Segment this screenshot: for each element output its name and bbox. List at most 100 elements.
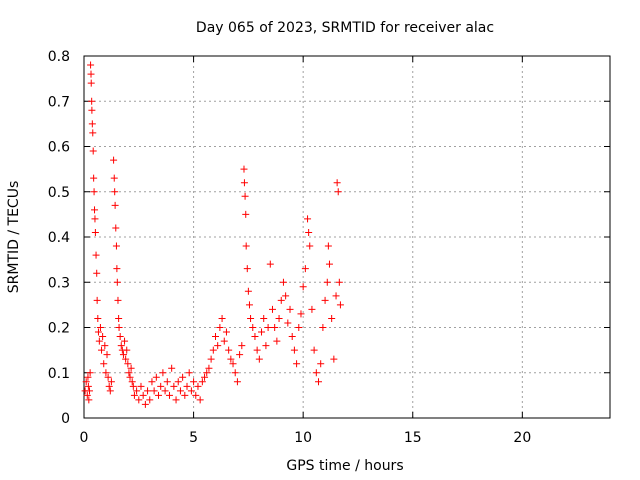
data-point	[148, 378, 156, 386]
data-point	[328, 314, 336, 322]
data-point	[253, 346, 261, 354]
data-point	[91, 206, 99, 214]
data-point	[312, 369, 320, 377]
data-point	[111, 188, 119, 196]
data-point	[260, 314, 268, 322]
data-point	[146, 396, 154, 404]
data-point	[321, 296, 329, 304]
data-point	[225, 346, 233, 354]
data-point	[240, 179, 248, 187]
data-point	[88, 106, 96, 114]
data-point	[88, 97, 96, 105]
data-point	[104, 373, 112, 381]
data-point	[196, 396, 204, 404]
data-point	[183, 382, 191, 390]
data-point	[93, 269, 101, 277]
data-point	[268, 305, 276, 313]
data-point	[290, 346, 298, 354]
data-point	[262, 342, 270, 350]
x-tick-label: 20	[513, 430, 531, 446]
data-point	[107, 378, 115, 386]
data-point	[244, 287, 252, 295]
data-point	[295, 324, 303, 331]
data-point	[324, 242, 332, 250]
data-point	[96, 324, 104, 331]
data-point	[119, 351, 127, 359]
data-point	[106, 387, 114, 395]
data-point	[319, 324, 327, 331]
data-point	[207, 355, 215, 363]
data-point	[216, 324, 224, 331]
data-point	[299, 283, 307, 291]
data-point	[249, 324, 257, 331]
data-point	[84, 382, 92, 390]
data-point	[229, 360, 237, 368]
data-point	[306, 242, 314, 250]
data-point	[115, 324, 123, 331]
data-point	[242, 242, 250, 250]
data-point	[236, 351, 244, 359]
x-tick-label: 10	[294, 430, 312, 446]
data-point	[255, 355, 263, 363]
data-point	[176, 387, 184, 395]
data-point	[116, 333, 124, 341]
data-point	[101, 342, 109, 350]
data-point	[163, 378, 171, 386]
data-point	[87, 61, 95, 69]
data-point	[89, 147, 97, 155]
y-tick-label: 0.2	[48, 321, 70, 337]
data-point	[87, 70, 95, 78]
data-point	[141, 400, 149, 408]
data-point	[94, 328, 102, 336]
data-point	[279, 278, 287, 286]
plot-frame	[83, 55, 611, 419]
data-point	[218, 314, 226, 322]
data-point	[157, 382, 165, 390]
data-point	[317, 360, 325, 368]
y-axis-label: SRMTID / TECUs	[6, 181, 22, 294]
data-point	[174, 378, 182, 386]
data-point	[165, 391, 173, 399]
data-point	[333, 179, 341, 187]
data-point	[247, 314, 255, 322]
data-point	[122, 355, 130, 363]
data-point	[95, 337, 103, 345]
data-point	[93, 296, 101, 304]
data-point	[187, 387, 195, 395]
data-point	[301, 265, 309, 273]
data-point	[179, 373, 187, 381]
data-point	[212, 333, 219, 341]
data-point	[124, 360, 132, 368]
data-point	[220, 337, 228, 345]
y-tick-label: 0.3	[48, 275, 70, 291]
x-axis-label: GPS time / hours	[286, 458, 403, 474]
data-point	[304, 215, 312, 223]
data-point	[88, 120, 96, 128]
data-point	[110, 174, 118, 182]
x-tick-label: 0	[80, 430, 89, 446]
data-point	[125, 369, 133, 377]
data-point	[266, 260, 274, 268]
data-point	[315, 378, 323, 386]
data-point	[273, 337, 281, 345]
data-point	[110, 156, 118, 164]
data-point	[336, 301, 344, 309]
data-point	[90, 174, 98, 182]
data-point	[284, 319, 292, 327]
data-point	[121, 337, 129, 345]
x-tick-label: 15	[404, 430, 422, 446]
data-point	[111, 201, 119, 209]
data-point	[150, 387, 158, 395]
data-point	[198, 378, 206, 386]
data-point	[201, 373, 209, 381]
data-point	[159, 369, 167, 377]
data-point	[128, 378, 136, 386]
data-point	[251, 333, 259, 341]
data-point	[137, 382, 145, 390]
data-point	[288, 333, 296, 341]
data-point	[264, 324, 272, 331]
data-point	[112, 224, 120, 232]
data-point	[115, 314, 123, 322]
data-point	[258, 328, 266, 336]
data-point	[168, 364, 176, 372]
